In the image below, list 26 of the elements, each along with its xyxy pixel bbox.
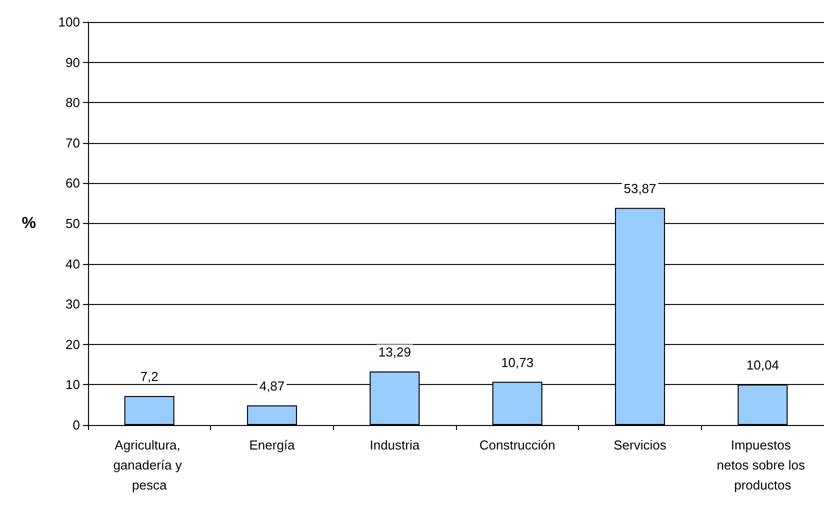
y-tick-label: 10 (66, 377, 80, 392)
x-tick-label: Impuestos netos sobre los productos (716, 438, 809, 492)
y-axis-title: % (22, 215, 36, 232)
x-tick-label: Industria (370, 438, 420, 452)
data-label: 10,04 (746, 358, 779, 373)
data-label: 10,73 (501, 354, 534, 370)
x-tick-label: Servicios (614, 438, 667, 452)
bar (124, 396, 174, 425)
x-tick-label: Construcción (479, 438, 556, 452)
y-tick-label: 50 (66, 216, 80, 231)
y-tick-label: 90 (66, 54, 80, 70)
y-tick-label: 80 (66, 95, 80, 110)
y-tick-label: 70 (66, 135, 80, 150)
y-tick-label: 0 (72, 418, 80, 432)
y-tick-label: 60 (66, 176, 80, 191)
x-tick-label: Agricultura, ganadería y pesca (113, 438, 186, 492)
data-label: 13,29 (378, 344, 411, 360)
data-label: 53,87 (624, 180, 656, 196)
data-label: 7,2 (140, 368, 158, 384)
y-tick-label: 40 (66, 256, 80, 272)
y-tick-label: 30 (66, 296, 80, 312)
y-tick-label: 100 (58, 14, 80, 30)
data-label: 4,87 (259, 378, 285, 394)
bar (247, 405, 297, 425)
y-tick-label: 20 (66, 336, 80, 352)
x-tick-label: Energía (249, 438, 296, 452)
